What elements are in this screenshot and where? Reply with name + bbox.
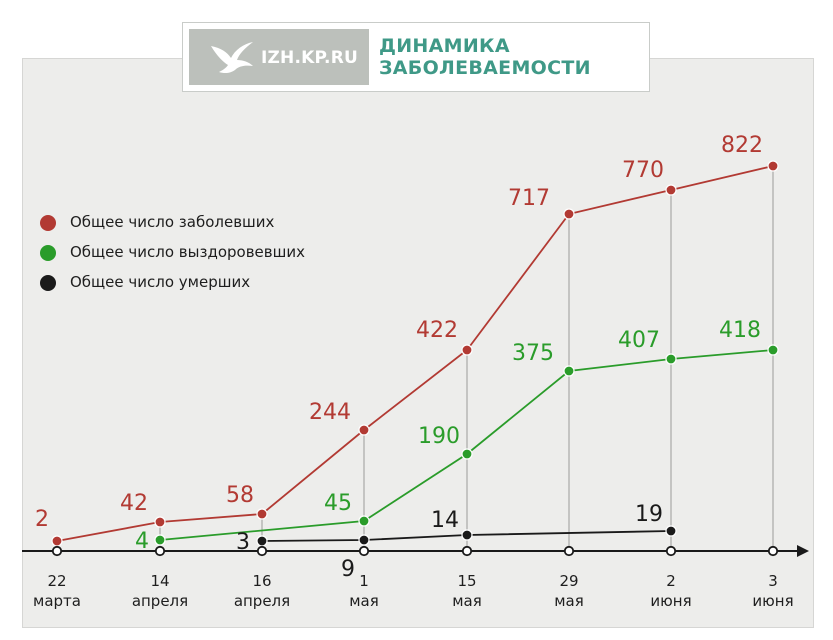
chart-panel xyxy=(22,58,814,628)
data-point-deaths xyxy=(256,535,268,547)
data-label-cases: 717 xyxy=(508,186,550,211)
tick-label-day: 3 xyxy=(768,572,778,590)
data-point-recovered xyxy=(461,448,473,460)
axis-tick xyxy=(563,545,575,557)
data-label-cases: 822 xyxy=(721,133,763,158)
data-label-recovered: 4 xyxy=(135,529,149,554)
data-point-cases xyxy=(358,424,370,436)
data-point-deaths xyxy=(665,525,677,537)
data-label-cases: 42 xyxy=(120,491,148,516)
axis-tick xyxy=(51,545,63,557)
data-point-cases xyxy=(154,516,166,528)
series-line-recovered xyxy=(159,349,774,541)
axis-tick xyxy=(358,545,370,557)
tick-label-day: 14 xyxy=(150,572,169,590)
logo: IZH.KP.RU xyxy=(189,29,369,85)
data-label-deaths: 14 xyxy=(431,508,459,533)
data-point-recovered xyxy=(358,515,370,527)
axis-tick xyxy=(767,545,779,557)
data-point-deaths xyxy=(461,529,473,541)
tick-label-month: июня xyxy=(752,592,793,610)
data-label-recovered: 407 xyxy=(618,328,660,353)
data-label-cases: 422 xyxy=(416,318,458,343)
legend-label-deaths: Общее число умерших xyxy=(70,273,251,291)
data-point-cases xyxy=(256,508,268,520)
data-point-deaths xyxy=(358,534,370,546)
tick-label-day: 22 xyxy=(47,572,66,590)
tick-label-month: марта xyxy=(33,592,81,610)
header-banner: IZH.KP.RU ДИНАМИКА ЗАБОЛЕВАЕМОСТИ xyxy=(182,22,650,92)
data-point-cases xyxy=(51,535,63,547)
tick-label-month: мая xyxy=(349,592,379,610)
series-line-deaths xyxy=(261,530,672,542)
tick-label-month: мая xyxy=(554,592,584,610)
data-label-recovered: 45 xyxy=(324,491,352,516)
swallow-logo-icon xyxy=(211,42,253,74)
data-point-cases xyxy=(767,160,779,172)
data-label-recovered: 375 xyxy=(512,341,554,366)
legend-dot-deaths xyxy=(40,275,56,291)
data-label-cases: 244 xyxy=(309,400,351,425)
tick-label-day: 2 xyxy=(666,572,676,590)
legend-dot-recovered xyxy=(40,245,56,261)
data-point-recovered xyxy=(665,353,677,365)
tick-label-month: апреля xyxy=(132,592,188,610)
data-point-cases xyxy=(461,344,473,356)
data-label-deaths: 3 xyxy=(236,530,250,555)
title-line-2: ЗАБОЛЕВАЕМОСТИ xyxy=(379,57,591,79)
data-point-recovered xyxy=(563,365,575,377)
page-title: ДИНАМИКА ЗАБОЛЕВАЕМОСТИ xyxy=(379,35,591,79)
legend-label-recovered: Общее число выздоровевших xyxy=(70,243,305,261)
tick-label-day: 16 xyxy=(252,572,271,590)
tick-label-day: 15 xyxy=(457,572,476,590)
tick-label-month: мая xyxy=(452,592,482,610)
axis-tick xyxy=(461,545,473,557)
series-line-cases xyxy=(56,165,774,542)
site-name: IZH.KP.RU xyxy=(261,48,359,68)
data-label-cases: 2 xyxy=(35,507,49,532)
x-axis-arrow-icon xyxy=(797,545,809,557)
data-point-cases xyxy=(665,184,677,196)
axis-tick xyxy=(256,545,268,557)
title-line-1: ДИНАМИКА xyxy=(379,35,510,57)
tick-label-day: 1 xyxy=(359,572,369,590)
data-label-deaths: 19 xyxy=(635,502,663,527)
data-label-recovered: 190 xyxy=(418,424,460,449)
tick-label-month: апреля xyxy=(234,592,290,610)
legend-dot-cases xyxy=(40,215,56,231)
data-point-recovered xyxy=(767,344,779,356)
data-point-recovered xyxy=(154,534,166,546)
data-point-cases xyxy=(563,208,575,220)
tick-label-day: 29 xyxy=(559,572,578,590)
data-label-recovered: 418 xyxy=(719,318,761,343)
data-label-deaths: 9 xyxy=(341,557,355,582)
data-label-cases: 58 xyxy=(226,483,254,508)
data-label-cases: 770 xyxy=(622,158,664,183)
axis-tick xyxy=(154,545,166,557)
legend-label-cases: Общее число заболевших xyxy=(70,213,275,231)
tick-label-month: июня xyxy=(650,592,691,610)
axis-tick xyxy=(665,545,677,557)
